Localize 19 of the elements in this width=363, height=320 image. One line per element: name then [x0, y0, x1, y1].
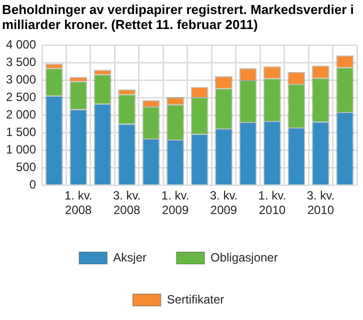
x-tick-label: 3. kv. 2010: [306, 188, 335, 218]
legend-label: Aksjer: [113, 250, 146, 264]
x-tick-label: 1. kv. 2009: [161, 188, 190, 218]
legend-label: Obligasjoner: [210, 250, 278, 264]
x-tick-label: 3. kv. 2009: [210, 188, 238, 218]
y-tick-label: 4 000: [6, 38, 36, 52]
y-tick-label: 0: [29, 178, 36, 192]
y-tick-label: 3 500: [6, 55, 36, 70]
x-tick-label: 3. kv. 2008: [112, 188, 141, 218]
x-tick-label: 1. kv. 2010: [258, 188, 286, 218]
y-tick-label: 1 500: [6, 125, 36, 140]
y-tick-label: 500: [16, 160, 36, 174]
y-tick-label: 2 500: [6, 90, 36, 104]
y-tick-label: 1 000: [6, 142, 36, 157]
x-tick-label: 1. kv. 2008: [64, 188, 92, 218]
chart-title: Beholdninger av verdipapirer registrert. Markedsverdier i milliarder kroner. (Rettet 11. februar 2011): [1, 1, 355, 32]
y-tick-label: 3 000: [6, 72, 36, 87]
y-tick-label: 2 000: [6, 108, 36, 122]
legend-label: Sertifikater: [166, 292, 224, 306]
